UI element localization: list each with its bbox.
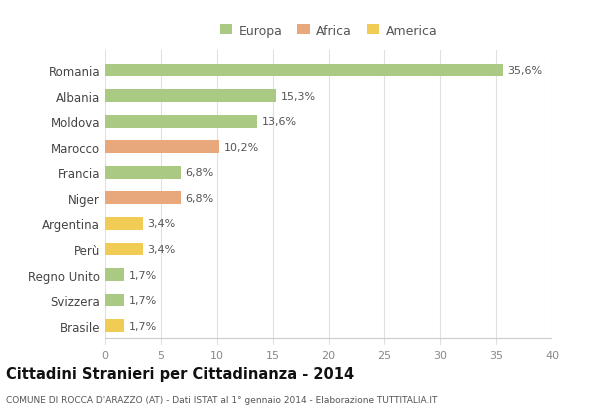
Bar bbox=[105, 319, 124, 332]
Text: 3,4%: 3,4% bbox=[148, 244, 176, 254]
Bar bbox=[105, 166, 181, 179]
Text: COMUNE DI ROCCA D'ARAZZO (AT) - Dati ISTAT al 1° gennaio 2014 - Elaborazione TUT: COMUNE DI ROCCA D'ARAZZO (AT) - Dati IST… bbox=[6, 395, 437, 404]
Text: 3,4%: 3,4% bbox=[148, 219, 176, 229]
Text: 35,6%: 35,6% bbox=[508, 66, 542, 76]
Bar bbox=[105, 192, 181, 205]
Text: 1,7%: 1,7% bbox=[128, 270, 157, 280]
Bar bbox=[105, 218, 143, 230]
Bar bbox=[105, 115, 257, 128]
Bar bbox=[105, 65, 503, 77]
Text: 6,8%: 6,8% bbox=[185, 193, 214, 203]
Text: 10,2%: 10,2% bbox=[223, 142, 259, 153]
Bar bbox=[105, 90, 276, 103]
Bar bbox=[105, 243, 143, 256]
Text: 13,6%: 13,6% bbox=[262, 117, 296, 127]
Bar bbox=[105, 268, 124, 281]
Text: 6,8%: 6,8% bbox=[185, 168, 214, 178]
Bar bbox=[105, 294, 124, 307]
Text: 1,7%: 1,7% bbox=[128, 321, 157, 331]
Bar bbox=[105, 141, 219, 154]
Text: 1,7%: 1,7% bbox=[128, 295, 157, 306]
Text: Cittadini Stranieri per Cittadinanza - 2014: Cittadini Stranieri per Cittadinanza - 2… bbox=[6, 366, 354, 381]
Text: 15,3%: 15,3% bbox=[280, 91, 316, 101]
Legend: Europa, Africa, America: Europa, Africa, America bbox=[217, 22, 440, 40]
